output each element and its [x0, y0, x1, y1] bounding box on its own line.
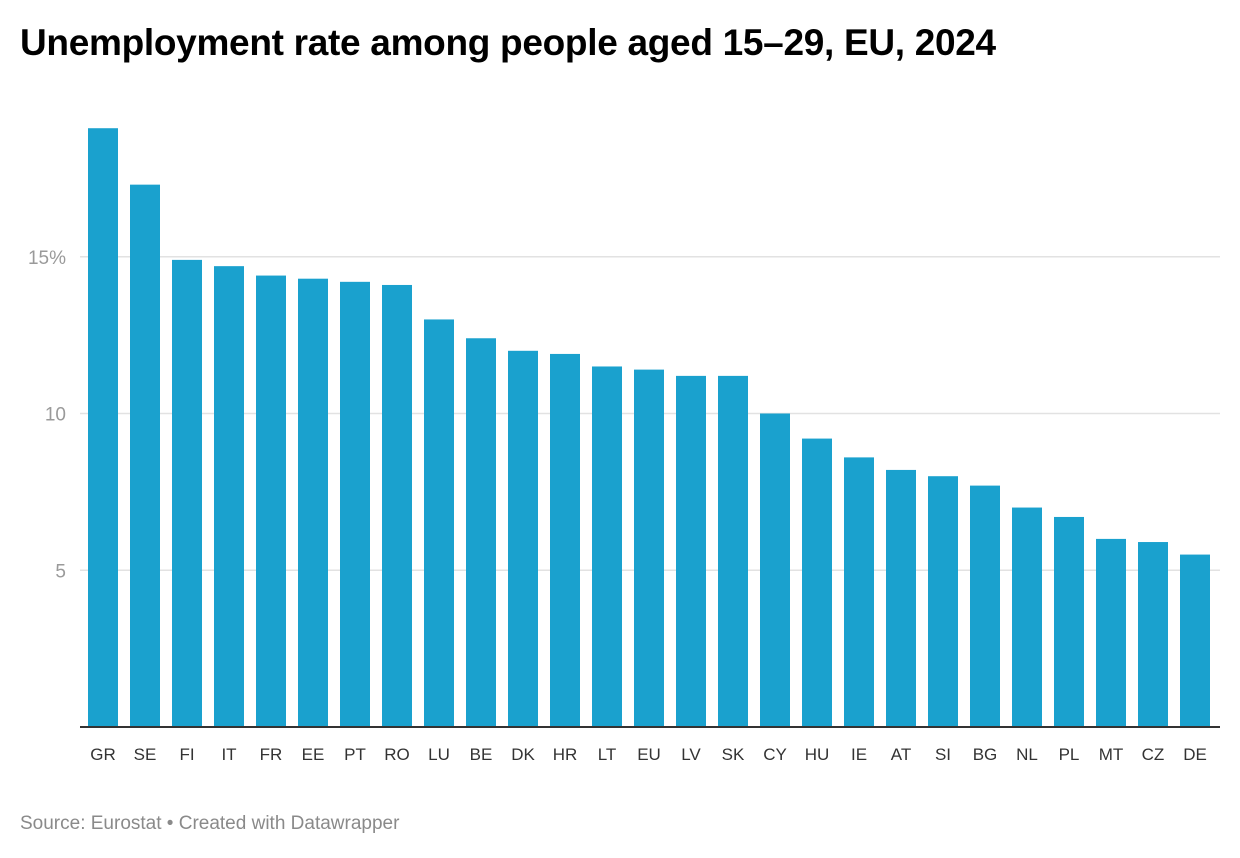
x-tick-label: IE — [851, 745, 867, 764]
bar-eu[interactable] — [634, 369, 664, 727]
source-footer: Source: Eurostat • Created with Datawrap… — [20, 813, 400, 834]
bar-ee[interactable] — [298, 278, 328, 727]
chart-title: Unemployment rate among people aged 15–2… — [20, 22, 996, 63]
bar-hu[interactable] — [802, 438, 832, 727]
y-tick-label: 15% — [28, 248, 66, 269]
x-tick-label: PT — [344, 745, 366, 764]
bar-bg[interactable] — [970, 485, 1000, 727]
x-tick-label: GR — [90, 745, 116, 764]
bar-lt[interactable] — [592, 366, 622, 727]
bar-nl[interactable] — [1012, 507, 1042, 727]
x-tick-label: CZ — [1142, 745, 1165, 764]
x-tick-label: BE — [470, 745, 493, 764]
x-tick-label: HR — [553, 745, 578, 764]
bar-ro[interactable] — [382, 284, 412, 727]
x-tick-label: FI — [179, 745, 194, 764]
bar-pt[interactable] — [340, 281, 370, 727]
bar-lv[interactable] — [676, 375, 706, 727]
x-tick-label: RO — [384, 745, 410, 764]
x-tick-label: LV — [681, 745, 701, 764]
x-tick-label: DE — [1183, 745, 1207, 764]
x-tick-label: LT — [598, 745, 617, 764]
x-tick-label: SE — [134, 745, 157, 764]
bar-gr[interactable] — [88, 128, 118, 728]
bar-dk[interactable] — [508, 350, 538, 727]
bar-pl[interactable] — [1054, 516, 1084, 727]
y-axis-ticks: 5 10 15% — [28, 248, 66, 583]
x-tick-label: HU — [805, 745, 830, 764]
x-tick-label: AT — [891, 745, 911, 764]
bar-be[interactable] — [466, 338, 496, 727]
bars — [88, 128, 1210, 728]
bar-cz[interactable] — [1138, 542, 1168, 727]
x-tick-label: DK — [511, 745, 535, 764]
bar-de[interactable] — [1180, 554, 1210, 727]
x-tick-label: MT — [1099, 745, 1124, 764]
bar-at[interactable] — [886, 469, 916, 727]
x-tick-label: EU — [637, 745, 661, 764]
x-tick-label: EE — [302, 745, 325, 764]
bar-fr[interactable] — [256, 275, 286, 727]
x-tick-label: LU — [428, 745, 450, 764]
bar-si[interactable] — [928, 476, 958, 727]
bar-mt[interactable] — [1096, 538, 1126, 727]
y-tick-label: 10 — [45, 405, 66, 426]
bar-it[interactable] — [214, 266, 244, 727]
bar-lu[interactable] — [424, 319, 454, 727]
x-axis-labels: GR SE FI IT FR EE PT RO LU BE DK HR LT EU LV SK CY HU IE AT… — [90, 745, 1207, 764]
bar-ie[interactable] — [844, 457, 874, 727]
x-tick-label: CY — [763, 745, 787, 764]
x-tick-label: IT — [221, 745, 236, 764]
bar-cy[interactable] — [760, 413, 790, 728]
bar-se[interactable] — [130, 184, 160, 727]
bar-fi[interactable] — [172, 259, 202, 727]
x-tick-label: BG — [973, 745, 998, 764]
bar-sk[interactable] — [718, 375, 748, 727]
bar-hr[interactable] — [550, 353, 580, 727]
x-tick-label: FR — [260, 745, 283, 764]
x-tick-label: PL — [1059, 745, 1080, 764]
y-tick-label: 5 — [55, 561, 66, 582]
x-tick-label: SK — [722, 745, 745, 764]
bar-chart: 5 10 15% GR SE FI IT FR EE PT RO LU BE DK HR LT EU LV SK C… — [28, 128, 1220, 764]
x-tick-label: NL — [1016, 745, 1038, 764]
x-tick-label: SI — [935, 745, 951, 764]
